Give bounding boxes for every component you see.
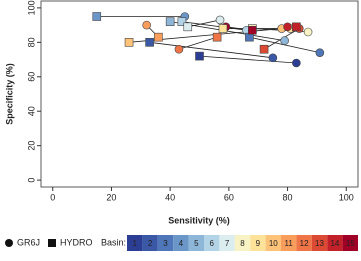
legend-label: 11 — [285, 239, 294, 248]
x-axis-title: Sensitivity (%) — [168, 215, 230, 225]
x-tick-label: 20 — [106, 192, 116, 202]
legend-swatch — [173, 235, 189, 251]
gr6j-point — [174, 44, 184, 54]
legend-label: 5 — [194, 239, 199, 248]
hydro-point — [292, 22, 301, 32]
legend-label: 7 — [225, 239, 230, 248]
hydro-point — [92, 12, 102, 21]
legend-swatch — [250, 235, 266, 251]
gr6j-point — [215, 15, 225, 25]
legend-label: GR6J — [17, 237, 40, 247]
legend-swatch — [127, 235, 143, 251]
hydro-point — [177, 17, 187, 26]
y-tick-label: 0 — [26, 178, 36, 183]
y-tick-label: 40 — [26, 106, 36, 116]
hydro-point — [212, 32, 222, 42]
gr6j-point — [303, 27, 313, 37]
gr6j-point — [280, 36, 289, 45]
gr6j-point — [315, 48, 325, 57]
legend-label: 1 — [132, 239, 137, 248]
gr6j-point — [268, 53, 278, 63]
connector — [199, 55, 297, 64]
hydro-point — [124, 38, 134, 47]
legend-swatch — [311, 235, 328, 251]
legend-label: HYDRO — [60, 237, 93, 247]
hydro-point — [154, 32, 163, 42]
hydro-point — [195, 51, 204, 61]
legend-label: 15 — [346, 239, 355, 248]
legend-swatch — [219, 235, 235, 251]
legend-swatch — [157, 235, 174, 251]
gr6j-point — [292, 58, 301, 68]
legend-swatch — [188, 235, 204, 251]
x-tick-label: 0 — [50, 192, 55, 202]
legend-swatch — [296, 235, 312, 251]
hydro-point — [145, 38, 154, 47]
y-axis-title: Specificity (%) — [4, 63, 14, 125]
legend-swatch — [234, 235, 251, 251]
y-tick-label: 100 — [26, 0, 36, 15]
legend-swatch — [342, 235, 358, 251]
legend-marker — [5, 239, 13, 247]
legend-label: 14 — [330, 239, 339, 248]
legend-swatch — [204, 235, 220, 251]
y-tick-label: 80 — [26, 37, 36, 47]
hydro-point — [183, 22, 193, 32]
legend-label: 13 — [315, 239, 324, 248]
legend-label: 2 — [148, 239, 153, 248]
legend-swatch — [281, 235, 297, 251]
x-tick-label: 100 — [339, 192, 354, 202]
connector — [187, 19, 221, 28]
hydro-point — [248, 25, 257, 35]
y-tick-label: 20 — [26, 141, 36, 151]
gr6j-point — [283, 22, 292, 32]
connector — [178, 36, 218, 50]
legend-label: 12 — [300, 239, 309, 248]
legend-label: 8 — [240, 239, 245, 248]
plot-frame — [40, 0, 359, 188]
legend-label: 3 — [163, 239, 168, 248]
legend-label: 4 — [179, 239, 184, 248]
legend-label: 10 — [269, 239, 278, 248]
x-tick-label: 80 — [283, 192, 293, 202]
x-tick-label: 40 — [165, 192, 175, 202]
connector — [249, 36, 320, 54]
x-tick-label: 60 — [224, 192, 234, 202]
legend-label: 9 — [256, 239, 261, 248]
hydro-point — [259, 44, 269, 54]
legend-swatch — [265, 235, 281, 251]
legend-label: 6 — [209, 239, 214, 248]
legend-title: Basin: — [101, 237, 126, 247]
legend-marker — [48, 239, 56, 247]
hydro-point — [165, 17, 175, 26]
legend-swatch — [327, 235, 343, 251]
y-tick-label: 60 — [26, 72, 36, 82]
hydro-point — [218, 24, 228, 33]
gr6j-point — [142, 20, 151, 30]
legend-swatch — [142, 235, 158, 251]
connector — [149, 41, 273, 59]
